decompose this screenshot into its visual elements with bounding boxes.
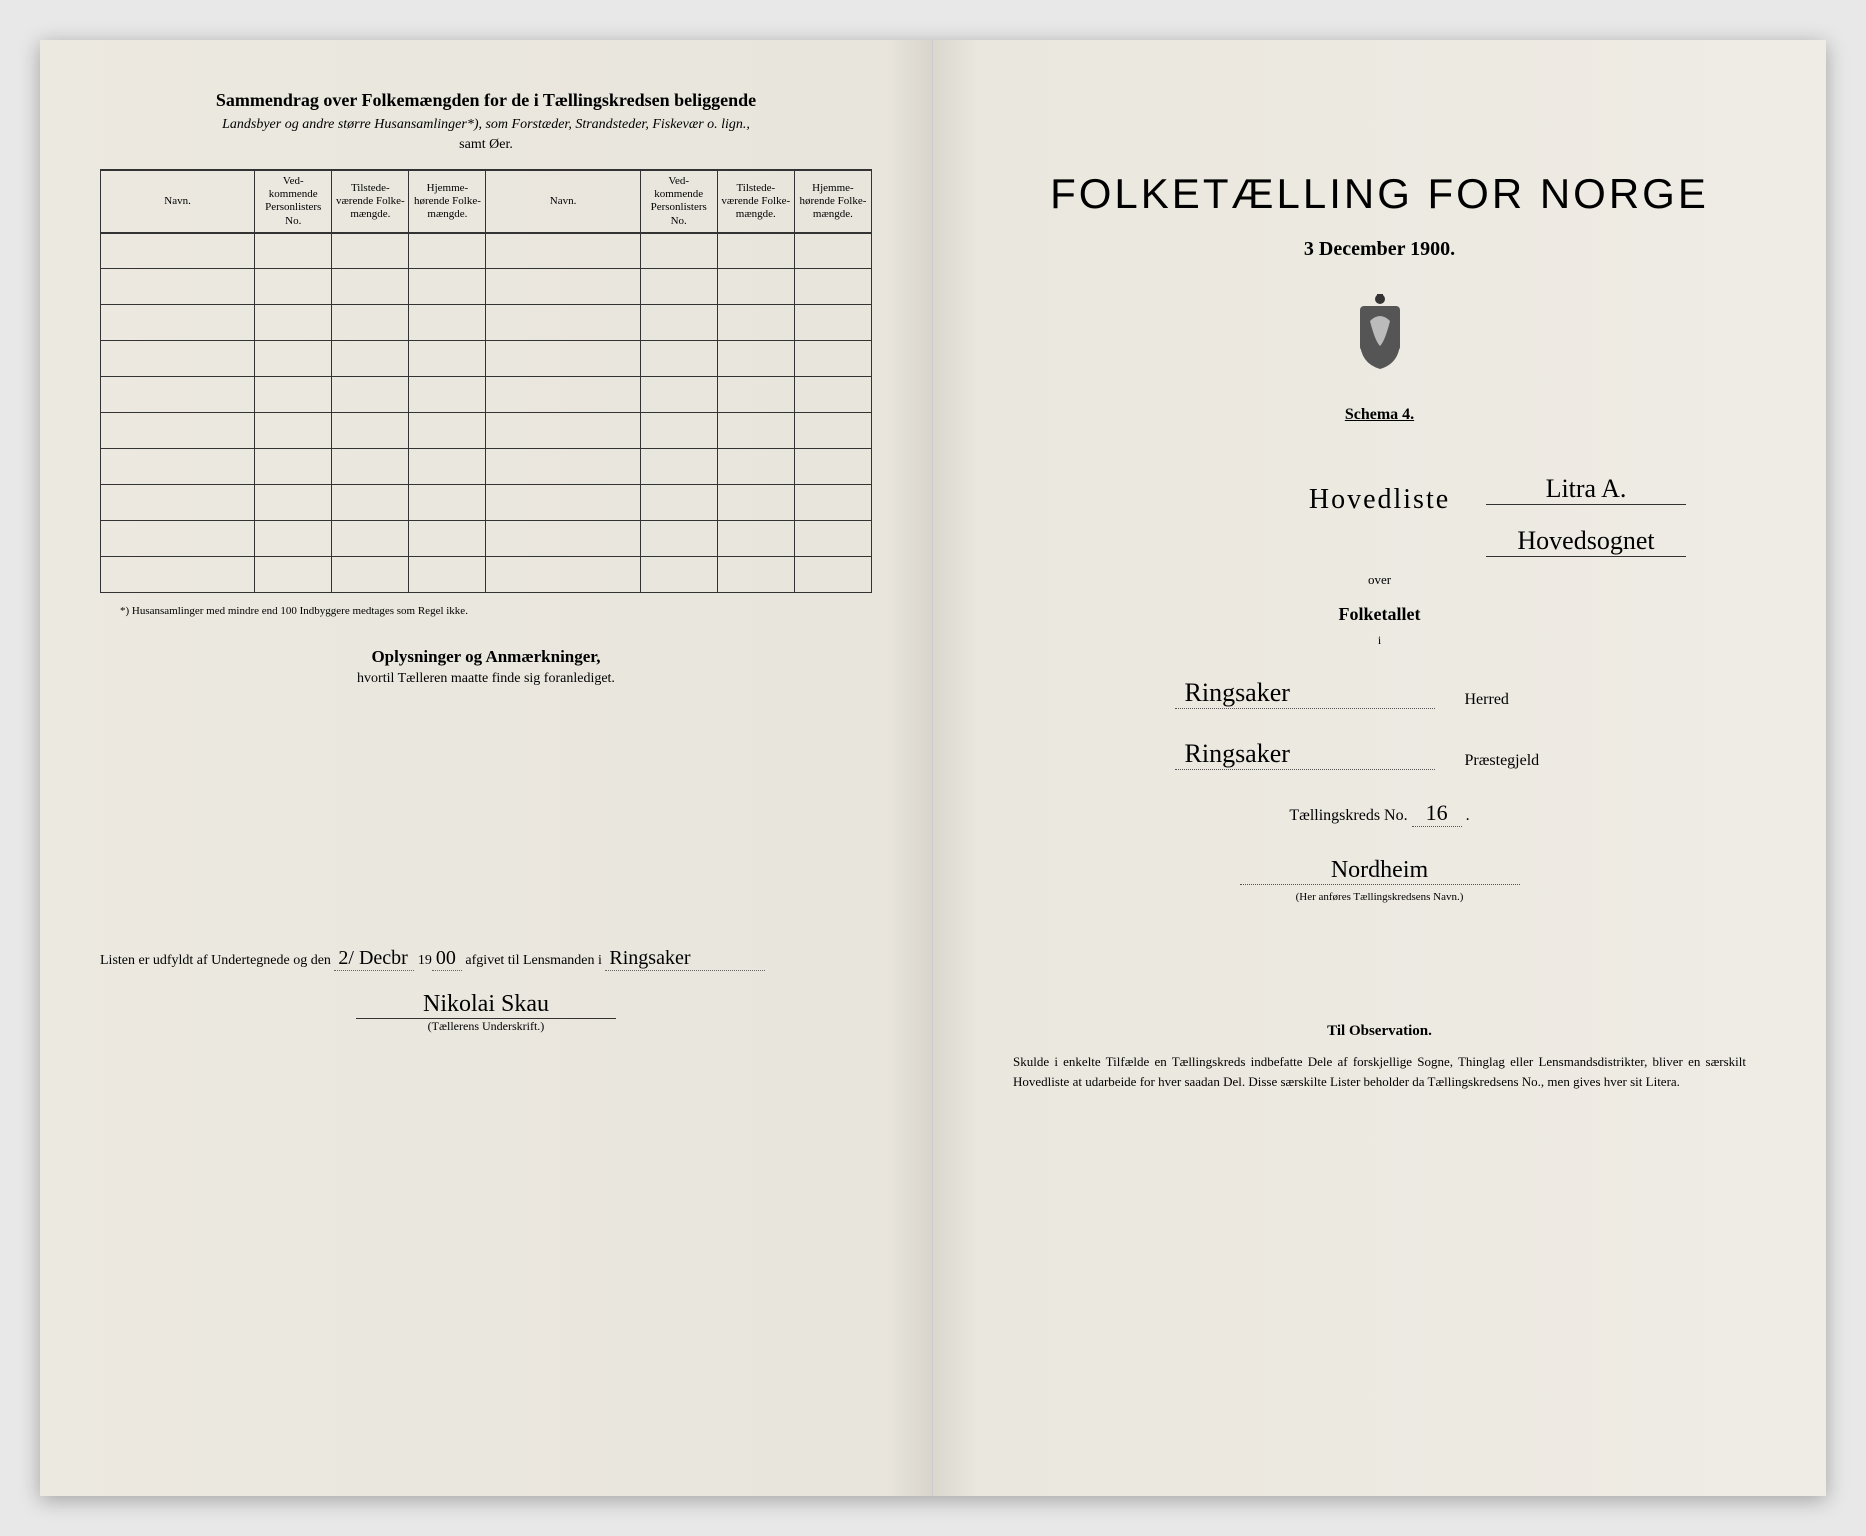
col-vedk-1: Ved- kommende Personlisters No. [255,170,332,233]
herred-label: Herred [1465,691,1585,709]
signature-label: (Tællerens Underskrift.) [100,1019,872,1034]
kreds-name-hw: Nordheim [1240,857,1520,885]
table-row [101,449,872,485]
kreds-caption: (Her anføres Tællingskredsens Navn.) [993,891,1766,903]
hovedliste-row: Hovedliste Litra A. [993,484,1766,516]
signature-block: Nikolai Skau [100,991,872,1019]
hovedsognet-row: Hovedsognet [993,526,1766,556]
table-row [101,341,872,377]
praestegjeld-row: Ringsaker Præstegjeld [993,739,1766,770]
col-navn-2: Navn. [486,170,640,233]
listen-year-prefix: 19 [418,953,432,968]
table-row [101,521,872,557]
praeste-label: Præstegjeld [1465,752,1585,770]
table-row [101,305,872,341]
listen-date-hw: 2/ Decbr [334,947,414,971]
col-vedk-2: Ved- kommende Personlisters No. [640,170,717,233]
table-row [101,233,872,269]
oplysninger-subtitle: hvortil Tælleren maatte finde sig foranl… [100,671,872,687]
col-tilstede-1: Tilstede- værende Folke- mængde. [332,170,409,233]
herred-hw: Ringsaker [1175,678,1435,709]
listen-prefix: Listen er udfyldt af Undertegnede og den [100,953,331,968]
left-page: Sammendrag over Folkemængden for de i Tæ… [40,40,933,1496]
litra-hw: Litra A. [1486,474,1686,505]
col-tilstede-2: Tilstede- værende Folke- mængde. [717,170,794,233]
table-row [101,269,872,305]
summary-table: Navn. Ved- kommende Personlisters No. Ti… [100,169,872,593]
i-label: i [993,633,1766,648]
over-label: over [993,572,1766,588]
tkreds-row: Tællingskreds No. 16 . [993,800,1766,827]
table-footnote: *) Husansamlinger med mindre end 100 Ind… [120,605,872,617]
table-row [101,557,872,593]
observation-text: Skulde i enkelte Tilfælde en Tællingskre… [993,1052,1766,1091]
observation-title: Til Observation. [993,1023,1766,1040]
main-title: FOLKETÆLLING FOR NORGE [993,170,1766,218]
summary-title: Sammendrag over Folkemængden for de i Tæ… [100,90,872,111]
folketallet-label: Folketallet [993,604,1766,625]
col-navn-1: Navn. [101,170,255,233]
listen-mid: afgivet til Lensmanden i [465,953,601,968]
listen-place-hw: Ringsaker [605,947,765,971]
col-hjemme-1: Hjemme- hørende Folke- mængde. [409,170,486,233]
herred-row: Ringsaker Herred [993,678,1766,709]
praeste-hw: Ringsaker [1175,739,1435,770]
document-spread: Sammendrag over Folkemængden for de i Tæ… [40,40,1826,1496]
summary-subtitle: Landsbyer og andre større Husansamlinger… [100,117,872,133]
table-row [101,413,872,449]
summary-table-body [101,233,872,593]
coat-of-arms-icon [993,291,1766,376]
listen-year-hw: 00 [432,947,462,971]
tkreds-label: Tællingskreds No. [1289,807,1407,824]
hovedliste-label: Hovedliste [1309,484,1450,516]
schema-label: Schema 4. [993,406,1766,424]
right-page: FOLKETÆLLING FOR NORGE 3 December 1900. … [933,40,1826,1496]
signature-hw: Nikolai Skau [356,991,616,1019]
summary-subtitle2: samt Øer. [100,137,872,153]
kreds-name-row: Nordheim [993,857,1766,885]
col-hjemme-2: Hjemme- hørende Folke- mængde. [794,170,871,233]
listen-line: Listen er udfyldt af Undertegnede og den… [100,947,872,971]
census-date: 3 December 1900. [993,238,1766,261]
table-row [101,485,872,521]
hovedsognet-hw: Hovedsognet [1486,526,1686,557]
tkreds-no-hw: 16 [1412,800,1462,827]
oplysninger-title: Oplysninger og Anmærkninger, [100,647,872,667]
table-row [101,377,872,413]
